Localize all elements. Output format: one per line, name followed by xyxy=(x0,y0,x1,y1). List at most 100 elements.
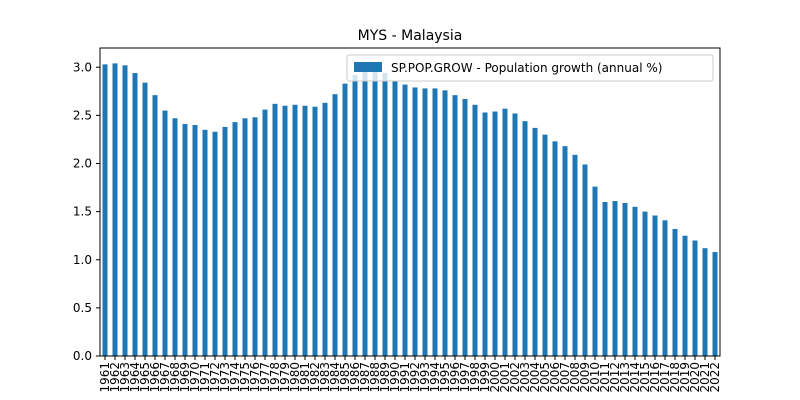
x-tick-label: 1974 xyxy=(228,362,242,393)
bar-1985 xyxy=(342,83,348,357)
bar-1989 xyxy=(382,73,388,357)
x-tick-label: 1978 xyxy=(268,362,282,393)
bar-1995 xyxy=(442,90,448,356)
x-tick-label: 1970 xyxy=(188,362,202,393)
bar-1976 xyxy=(252,117,258,356)
x-tick-label: 2003 xyxy=(518,362,532,393)
bar-2016 xyxy=(652,215,658,356)
x-tick-label: 1987 xyxy=(358,362,372,393)
x-tick-label: 1996 xyxy=(448,362,462,393)
bar-2002 xyxy=(512,113,518,356)
bar-2001 xyxy=(502,108,508,356)
x-tick-label: 1965 xyxy=(138,362,152,393)
x-tick-label: 1995 xyxy=(438,362,452,393)
x-tick-label: 1961 xyxy=(98,362,112,393)
bar-1964 xyxy=(132,73,138,357)
x-tick-label: 2021 xyxy=(698,362,712,393)
bar-2007 xyxy=(562,146,568,356)
bar-1997 xyxy=(462,99,468,356)
x-tick-label: 1998 xyxy=(468,362,482,393)
bar-1999 xyxy=(482,112,488,356)
bar-1971 xyxy=(202,129,208,356)
x-tick-label: 2007 xyxy=(558,362,572,393)
x-tick-label: 1983 xyxy=(318,362,332,393)
bar-2010 xyxy=(592,186,598,356)
bar-2014 xyxy=(632,206,638,356)
bar-1992 xyxy=(412,87,418,357)
y-tick-label: 2.0 xyxy=(73,157,92,171)
x-tick-label: 1997 xyxy=(458,362,472,393)
bar-1963 xyxy=(122,65,128,356)
x-tick-label: 1984 xyxy=(328,362,342,393)
x-tick-label: 2020 xyxy=(688,362,702,393)
bar-1991 xyxy=(402,84,408,356)
x-tick-label: 1964 xyxy=(128,362,142,393)
x-axis: 1961196219631964196519661967196819691970… xyxy=(98,356,722,393)
bar-1977 xyxy=(262,109,268,356)
bar-1978 xyxy=(272,103,278,356)
bar-2015 xyxy=(642,211,648,356)
bar-1993 xyxy=(422,88,428,357)
y-tick-label: 1.5 xyxy=(73,205,92,219)
y-axis: 0.0 0.5 1.0 1.5 2.0 2.5 3.0 xyxy=(73,60,100,363)
bar-2005 xyxy=(542,134,548,356)
bar-1998 xyxy=(472,104,478,356)
x-tick-label: 2010 xyxy=(588,362,602,393)
bar-1966 xyxy=(152,95,158,356)
x-tick-label: 1967 xyxy=(158,362,172,393)
x-tick-label: 1971 xyxy=(198,362,212,393)
x-tick-label: 1993 xyxy=(418,362,432,393)
bar-1974 xyxy=(232,122,238,356)
bar-2004 xyxy=(532,127,538,356)
x-tick-label: 2022 xyxy=(708,362,722,393)
bar-2011 xyxy=(602,202,608,356)
bar-1961 xyxy=(102,64,108,357)
legend: SP.POP.GROW - Population growth (annual … xyxy=(346,54,714,82)
bar-2017 xyxy=(662,220,668,356)
bar-1983 xyxy=(322,102,328,356)
x-tick-label: 1982 xyxy=(308,362,322,393)
x-tick-label: 1986 xyxy=(348,362,362,393)
bar-1981 xyxy=(302,105,308,356)
x-tick-label: 1962 xyxy=(108,362,122,393)
bar-1970 xyxy=(192,125,198,356)
bar-1980 xyxy=(292,104,298,356)
y-tick-label: 3.0 xyxy=(73,60,92,74)
x-tick-label: 1988 xyxy=(368,362,382,393)
x-tick-label: 1985 xyxy=(338,362,352,393)
legend-box xyxy=(346,54,714,82)
bar-1973 xyxy=(222,126,228,356)
x-tick-label: 2016 xyxy=(648,362,662,393)
x-tick-label: 2011 xyxy=(598,362,612,393)
x-tick-label: 2008 xyxy=(568,362,582,393)
bar-1968 xyxy=(172,118,178,356)
bar-2018 xyxy=(672,228,678,356)
bar-1965 xyxy=(142,82,148,357)
x-tick-label: 2017 xyxy=(658,362,672,393)
x-tick-label: 1992 xyxy=(408,362,422,393)
legend-label: SP.POP.GROW - Population growth (annual … xyxy=(391,61,662,75)
bar-2009 xyxy=(582,164,588,356)
bar-2006 xyxy=(552,141,558,356)
chart-title: MYS - Malaysia xyxy=(358,28,463,44)
x-tick-label: 2012 xyxy=(608,362,622,393)
y-tick-label: 0.5 xyxy=(73,301,92,315)
bar-1988 xyxy=(372,72,378,356)
x-tick-label: 2000 xyxy=(488,362,502,393)
bar-1969 xyxy=(182,124,188,356)
bar-1987 xyxy=(362,72,368,356)
x-tick-label: 1979 xyxy=(278,362,292,393)
x-tick-label: 1969 xyxy=(178,362,192,393)
bar-1979 xyxy=(282,105,288,356)
x-tick-label: 1973 xyxy=(218,362,232,393)
x-tick-label: 1991 xyxy=(398,362,412,393)
x-tick-label: 1999 xyxy=(478,362,492,393)
bar-2012 xyxy=(612,201,618,356)
x-tick-label: 1990 xyxy=(388,362,402,393)
bar-2003 xyxy=(522,121,528,357)
bars-group xyxy=(102,63,718,357)
x-tick-label: 1968 xyxy=(168,362,182,393)
bar-2013 xyxy=(622,202,628,356)
bar-2008 xyxy=(572,154,578,356)
